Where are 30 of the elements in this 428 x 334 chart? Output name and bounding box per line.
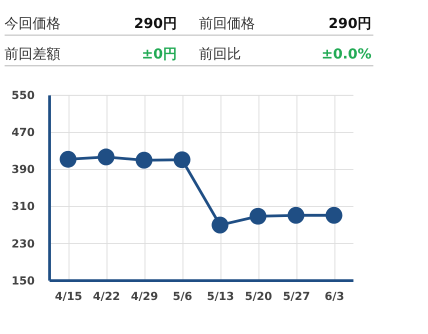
y-tick-label: 470	[12, 126, 35, 140]
point	[98, 148, 114, 166]
x-tick-label: 4/22	[92, 290, 120, 304]
x-tick-label: 4/29	[130, 290, 158, 304]
y-tick-label: 390	[12, 163, 35, 176]
point	[174, 151, 190, 168]
text: 前回差額	[4, 46, 61, 62]
y-tick-label: 550	[12, 89, 35, 102]
text: 今回価格	[4, 16, 61, 32]
point	[212, 216, 228, 234]
text: ±0.0%	[321, 46, 372, 62]
text: 前回比	[199, 46, 242, 62]
y-tick-label: 230	[12, 237, 35, 250]
x-tick-label: 5/20	[244, 290, 272, 304]
text: 290円	[134, 16, 177, 32]
text: ±0円	[142, 46, 177, 62]
text: 290円	[328, 16, 372, 32]
point	[250, 208, 266, 225]
x-tick-label: 5/27	[282, 290, 310, 304]
y-tick-label: 310	[12, 200, 35, 214]
point	[136, 152, 152, 169]
x-tick-label: 5/13	[206, 290, 234, 304]
x-tick-label: 4/15	[54, 290, 82, 304]
point	[326, 206, 342, 224]
y-tick-label: 150	[12, 274, 35, 288]
x-tick-label: 5/6	[172, 290, 193, 304]
x-tick-label: 6/3	[324, 290, 344, 304]
point	[288, 206, 304, 224]
point	[60, 150, 77, 168]
text: 前回価格	[199, 16, 256, 32]
